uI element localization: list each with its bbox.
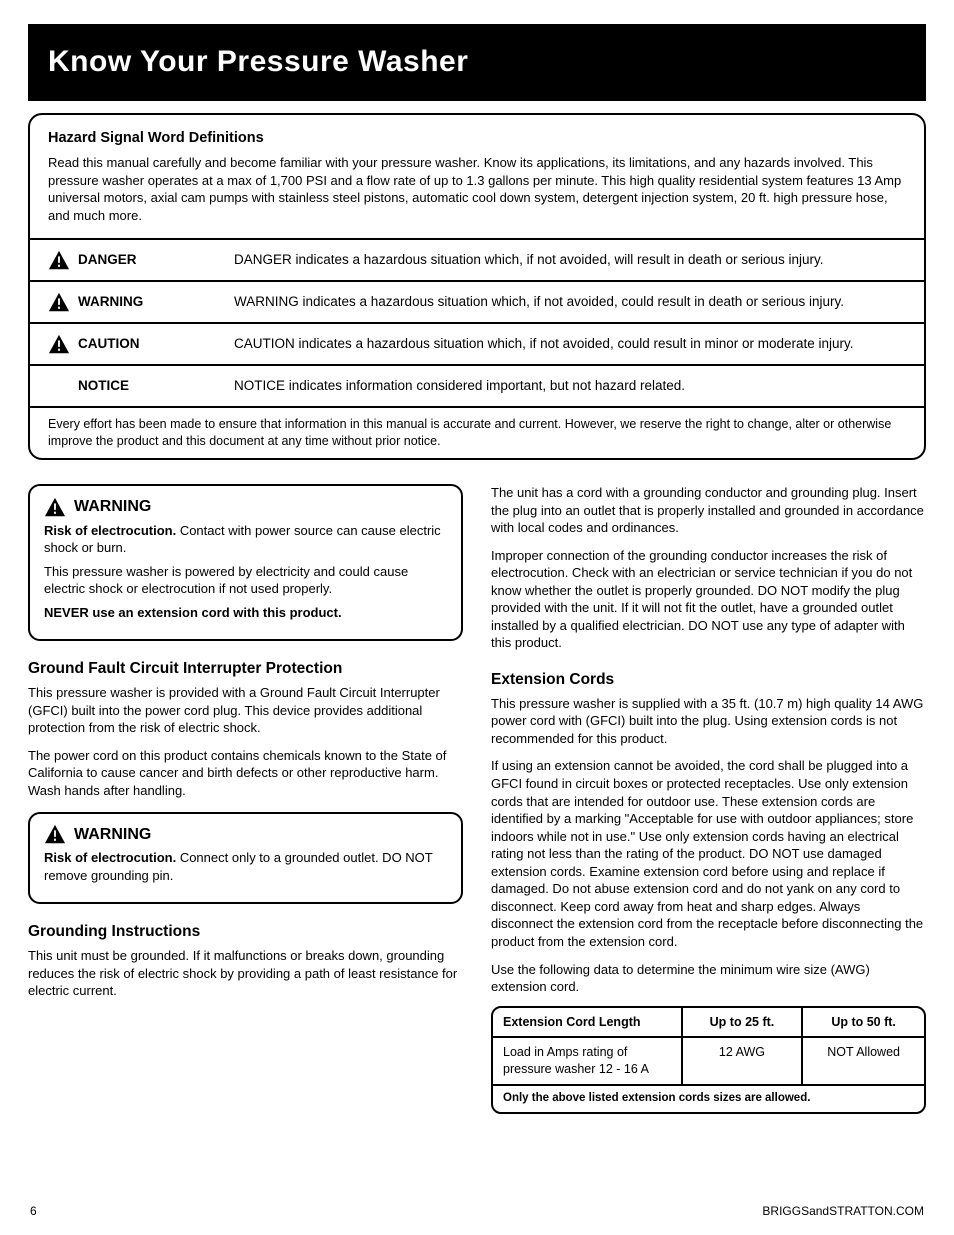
extension-cords-heading: Extension Cords — [491, 670, 926, 691]
hazard-definitions-table: Hazard Signal Word Definitions Read this… — [28, 113, 926, 461]
cord-table-note: Only the above listed extension cords si… — [493, 1084, 924, 1112]
gfci-p1: This pressure washer is provided with a … — [28, 684, 463, 737]
hazard-desc: DANGER indicates a hazardous situation w… — [234, 251, 824, 269]
warning-p2: This pressure washer is powered by elect… — [44, 563, 447, 598]
body-columns: WARNING Risk of electrocution. Contact w… — [28, 484, 926, 1114]
warning-box-grounding: WARNING Risk of electrocution. Connect o… — [28, 812, 463, 905]
warning-icon — [48, 250, 70, 270]
cord-head-1: Extension Cord Length — [493, 1008, 683, 1037]
cord-cell-3: NOT Allowed — [803, 1038, 924, 1084]
cord-cell-2: 12 AWG — [683, 1038, 804, 1084]
hazard-row-danger: DANGER DANGER indicates a hazardous situ… — [30, 238, 924, 280]
warning-icon — [48, 334, 70, 354]
warning2-body: Risk of electrocution. Connect only to a… — [44, 849, 447, 884]
cord-table-head: Extension Cord Length Up to 25 ft. Up to… — [493, 1008, 924, 1037]
hazard-intro: Hazard Signal Word Definitions Read this… — [30, 115, 924, 239]
cord-cell-1: Load in Amps rating of pressure washer 1… — [493, 1038, 683, 1084]
hazard-row-warning: WARNING WARNING indicates a hazardous si… — [30, 280, 924, 322]
hazard-intro-text: Read this manual carefully and become fa… — [48, 154, 906, 224]
right-p2: Improper connection of the grounding con… — [491, 547, 926, 652]
ext-p2: If using an extension cannot be avoided,… — [491, 757, 926, 950]
footer-url: BRIGGSandSTRATTON.COM — [762, 1203, 924, 1219]
hazard-label: NOTICE — [48, 376, 218, 396]
grounding-p: This unit must be grounded. If it malfun… — [28, 947, 463, 1000]
warning-icon — [48, 292, 70, 312]
cord-head-3: Up to 50 ft. — [803, 1008, 924, 1037]
warning-p3: NEVER use an extension cord with this pr… — [44, 604, 447, 622]
ext-p3: Use the following data to determine the … — [491, 961, 926, 996]
cord-table-row: Load in Amps rating of pressure washer 1… — [493, 1036, 924, 1084]
page-title: Know Your Pressure Washer — [48, 45, 468, 78]
warning-head: WARNING — [44, 824, 447, 846]
extension-cord-table: Extension Cord Length Up to 25 ft. Up to… — [491, 1006, 926, 1114]
right-p1: The unit has a cord with a grounding con… — [491, 484, 926, 537]
warning-p1: Risk of electrocution. Contact with powe… — [44, 522, 447, 557]
hazard-label: WARNING — [48, 292, 218, 312]
page-number: 6 — [30, 1203, 37, 1219]
left-column: WARNING Risk of electrocution. Contact w… — [28, 484, 463, 1114]
page-footer: 6 BRIGGSandSTRATTON.COM — [0, 1203, 954, 1219]
page-title-bar: Know Your Pressure Washer — [28, 24, 926, 101]
grounding-heading: Grounding Instructions — [28, 922, 463, 943]
hazard-desc: CAUTION indicates a hazardous situation … — [234, 335, 854, 353]
hazard-row-notice: NOTICE NOTICE indicates information cons… — [30, 364, 924, 406]
warning-icon — [44, 824, 66, 844]
hazard-label: DANGER — [48, 250, 218, 270]
hazard-footnote: Every effort has been made to ensure tha… — [30, 406, 924, 458]
cord-head-2: Up to 25 ft. — [683, 1008, 804, 1037]
hazard-desc: WARNING indicates a hazardous situation … — [234, 293, 844, 311]
hazard-label: CAUTION — [48, 334, 218, 354]
gfci-p2: The power cord on this product contains … — [28, 747, 463, 800]
ext-p1: This pressure washer is supplied with a … — [491, 695, 926, 748]
gfci-heading: Ground Fault Circuit Interrupter Protect… — [28, 659, 463, 680]
warning-icon — [44, 497, 66, 517]
hazard-row-caution: CAUTION CAUTION indicates a hazardous si… — [30, 322, 924, 364]
warning-head: WARNING — [44, 496, 447, 518]
right-column: The unit has a cord with a grounding con… — [491, 484, 926, 1114]
warning-box-electrocution: WARNING Risk of electrocution. Contact w… — [28, 484, 463, 641]
hazard-desc: NOTICE indicates information considered … — [234, 377, 685, 395]
hazard-signal-heading: Hazard Signal Word Definitions — [48, 129, 906, 149]
